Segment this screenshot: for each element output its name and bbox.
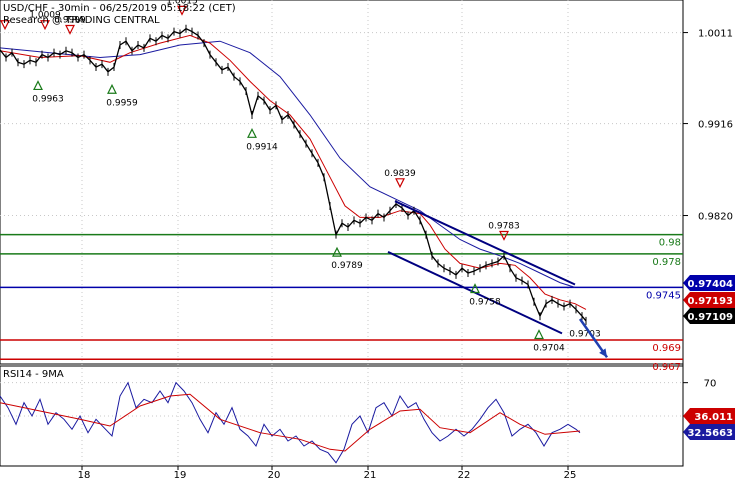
horizontal-levels: 0.98 0.978 0.9745 0.969 0.967: [0, 233, 683, 373]
support-marker: [470, 283, 480, 294]
price-tag-bg: [683, 292, 735, 308]
annotation-label: 0.9963: [32, 94, 64, 104]
x-tick-label: 25: [564, 470, 577, 480]
x-axis-ticks: 18 19 20 21 22 25: [78, 466, 577, 480]
level-label: 0.978: [652, 257, 681, 268]
support-marker: [107, 83, 117, 94]
price-tag-label: 0.97404: [687, 279, 733, 290]
rsi-panel: [0, 365, 684, 467]
annotation-label: 1.0009: [29, 11, 61, 21]
annotation-label: 0.9789: [331, 261, 363, 271]
support-marker: [247, 127, 257, 138]
y-tick-label: 70: [704, 379, 717, 390]
level-label: 0.969: [652, 343, 681, 354]
price-tag-label: 32.5663: [687, 428, 733, 439]
resistance-marker: [499, 230, 509, 241]
resistance-marker: [0, 20, 10, 31]
annotation-label: 0.9783: [488, 221, 520, 231]
ma-fast-line: [0, 34, 587, 310]
y-tick-label: 1.0011: [698, 29, 733, 40]
annotation-label: 1.0015: [166, 0, 198, 6]
resistance-marker: [395, 178, 405, 189]
rsi-title: RSI14 - 9MA: [3, 369, 64, 380]
annotation-label: 0.9839: [384, 169, 416, 179]
annotation-label: 0.9703: [569, 330, 601, 340]
x-tick-label: 19: [174, 470, 187, 480]
price-tag-label: 36.011: [694, 412, 733, 423]
level-label: 0.98: [659, 238, 681, 249]
y-tick-label: 0.9820: [698, 212, 733, 223]
ma-slow-line: [0, 40, 576, 288]
support-marker: [534, 329, 544, 340]
price-tag: 0.97404: [683, 275, 735, 291]
rsi-value-tag: 36.011: [683, 408, 735, 424]
channel-upper-line: [394, 200, 576, 286]
ma-slow-series: [0, 40, 576, 288]
annotation-label: 0.9704: [533, 343, 565, 353]
rsi-ma-line: [0, 393, 581, 452]
price-tag-bg: [683, 424, 735, 440]
level-label: 0.967: [652, 362, 681, 373]
ma-fast-series: [0, 34, 587, 310]
x-tick-label: 22: [458, 470, 471, 480]
level-label: 0.9745: [646, 290, 681, 301]
x-tick-label: 20: [268, 470, 281, 480]
price-panel: [0, 0, 684, 365]
price-tag-label: 0.97109: [687, 312, 733, 323]
y-tick-label: 0.9916: [698, 120, 733, 131]
rsi-series: [0, 381, 581, 464]
price-tag-bg: [683, 275, 735, 291]
resistance-marker: [65, 24, 75, 35]
rsi-value-tag: 32.5663: [683, 424, 735, 440]
forecast-arrow: [578, 318, 609, 359]
rsi-line: [0, 381, 581, 464]
annotation-label: 0.9758: [469, 297, 501, 307]
resistance-marker: [40, 20, 50, 31]
support-marker: [332, 246, 342, 257]
chart-title: USD/CHF - 30min - 06/25/2019 05:18:22 (C…: [3, 3, 236, 14]
price-tags: 0.97404 0.97193 0.97109 36.011 32.5663: [683, 275, 735, 440]
support-marker: [33, 80, 43, 91]
price-series: [0, 24, 587, 325]
x-tick-label: 21: [364, 470, 377, 480]
x-tick-label: 18: [78, 470, 91, 480]
price-tag: 0.97109: [683, 308, 735, 324]
price-tag-label: 0.97193: [687, 296, 733, 307]
annotation-label: 0.9959: [106, 98, 138, 108]
price-tag-bg: [683, 408, 735, 424]
annotation-label: 0.9914: [246, 142, 278, 152]
chart-source: Research @ TRADING CENTRAL: [3, 15, 160, 26]
annotation-label: 0.9999: [54, 16, 86, 26]
resistance-marker: [177, 5, 187, 16]
forecast-arrow-head: [599, 348, 607, 358]
price-tag-bg: [683, 308, 735, 324]
price-tag: 0.97193: [683, 292, 735, 308]
